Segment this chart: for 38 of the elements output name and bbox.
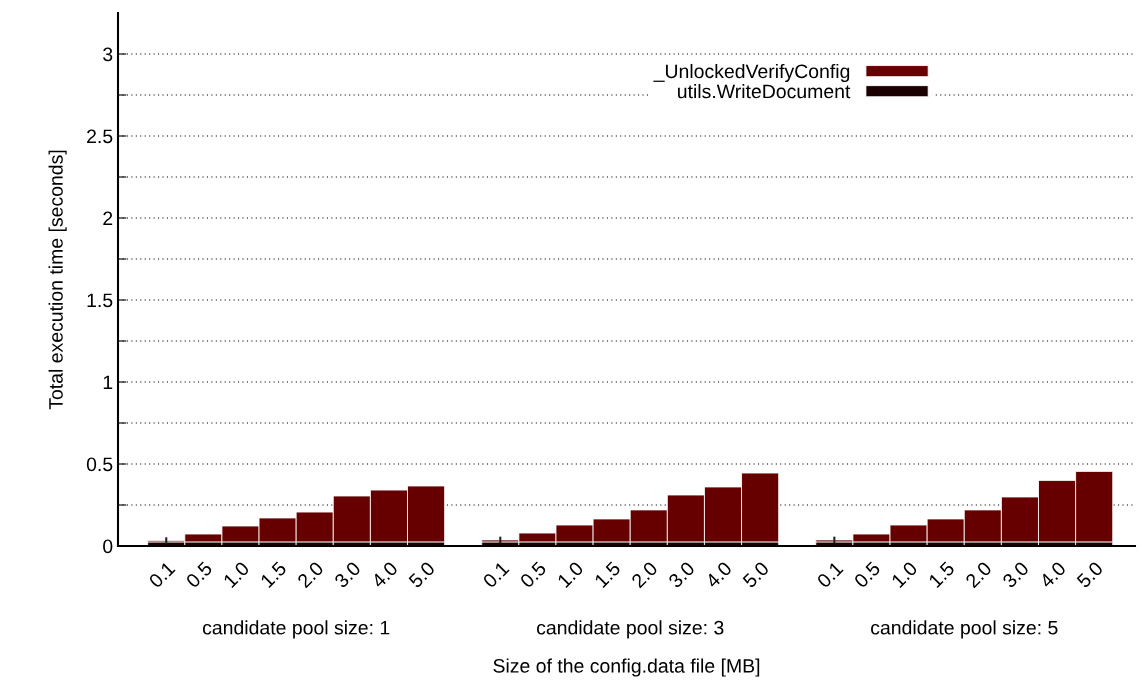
x-tick-label: 1.5 xyxy=(594,560,622,589)
y-tick-label: 1.5 xyxy=(87,293,113,308)
x-tick-label: 4.0 xyxy=(370,560,399,589)
x-tick-label: 0.1 xyxy=(816,560,844,589)
x-tick-label: 1.0 xyxy=(556,560,585,589)
x-tick-label: 3.0 xyxy=(667,560,696,589)
y-tick-label: 2.5 xyxy=(87,129,113,144)
x-tick-label: 0.5 xyxy=(519,560,547,589)
x-tick-label: 2.0 xyxy=(964,560,993,589)
text: candidate pool size: 5 xyxy=(871,620,1058,639)
text: candidate pool size: 3 xyxy=(537,620,724,639)
x-tick-label: 5.0 xyxy=(1075,560,1104,589)
y-tick-label: 1 xyxy=(103,375,113,390)
x-tick-label: 0.1 xyxy=(482,560,510,589)
x-axis-title: Size of the config.data file [MB] xyxy=(493,658,760,677)
x-tick-label: 2.0 xyxy=(296,560,325,589)
x-tick-label: 4.0 xyxy=(1038,560,1067,589)
y-axis-title: Total execution time [seconds] xyxy=(48,150,67,410)
x-tick-label: 1.5 xyxy=(260,560,288,589)
x-tick-label: 2.0 xyxy=(630,560,659,589)
y-tick-label: 3 xyxy=(103,47,113,62)
x-tick-label: 4.0 xyxy=(704,560,733,589)
y-tick-label: 2 xyxy=(103,211,113,226)
x-tick-label: 0.5 xyxy=(185,560,213,589)
legend-label: utils.WriteDocument xyxy=(678,83,851,99)
x-tick-label: 5.0 xyxy=(407,560,436,589)
x-tick-label: 0.1 xyxy=(148,560,176,589)
x-tick-label: 1.0 xyxy=(222,560,251,589)
legend-label: _UnlockedVerifyConfig xyxy=(653,63,850,83)
x-tick-label: 3.0 xyxy=(333,560,362,589)
x-tick-label: 3.0 xyxy=(1001,560,1030,589)
x-tick-label: 5.0 xyxy=(741,560,770,589)
y-tick-label: 0.5 xyxy=(86,457,113,472)
x-tick-label: 1.5 xyxy=(928,560,956,589)
y-tick-label: 0 xyxy=(103,539,113,554)
x-tick-label: 0.5 xyxy=(853,560,881,589)
x-tick-label: 1.0 xyxy=(890,560,919,589)
text: candidate pool size: 1 xyxy=(202,620,390,639)
